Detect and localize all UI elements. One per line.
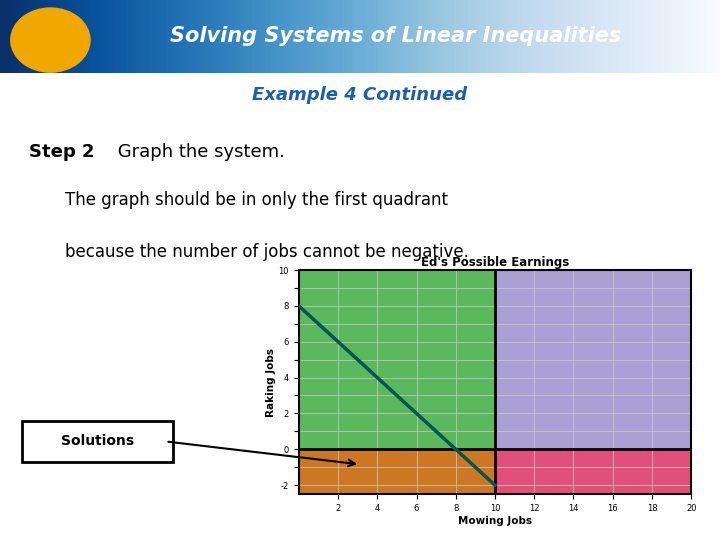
Text: Copyright © by Holt Mc Dougal. All Rights Reserved.: Copyright © by Holt Mc Dougal. All Right… — [484, 521, 706, 530]
Text: Holt McDougal Algebra 1: Holt McDougal Algebra 1 — [11, 520, 158, 530]
Ellipse shape — [11, 8, 90, 72]
Text: Graph the system.: Graph the system. — [112, 143, 284, 161]
Text: The graph should be in only the first quadrant: The graph should be in only the first qu… — [65, 191, 448, 209]
Title: Ed's Possible Earnings: Ed's Possible Earnings — [421, 256, 569, 269]
Text: Step 2: Step 2 — [29, 143, 94, 161]
Polygon shape — [299, 270, 495, 449]
Text: Solving Systems of Linear Inequalities: Solving Systems of Linear Inequalities — [171, 26, 621, 46]
Y-axis label: Raking Jobs: Raking Jobs — [266, 348, 276, 416]
Text: Example 4 Continued: Example 4 Continued — [253, 86, 467, 104]
Text: Solutions: Solutions — [60, 435, 134, 448]
Polygon shape — [495, 270, 691, 449]
Polygon shape — [299, 449, 495, 494]
Polygon shape — [495, 449, 691, 494]
Text: because the number of jobs cannot be negative.: because the number of jobs cannot be neg… — [65, 244, 469, 261]
X-axis label: Mowing Jobs: Mowing Jobs — [458, 516, 532, 525]
